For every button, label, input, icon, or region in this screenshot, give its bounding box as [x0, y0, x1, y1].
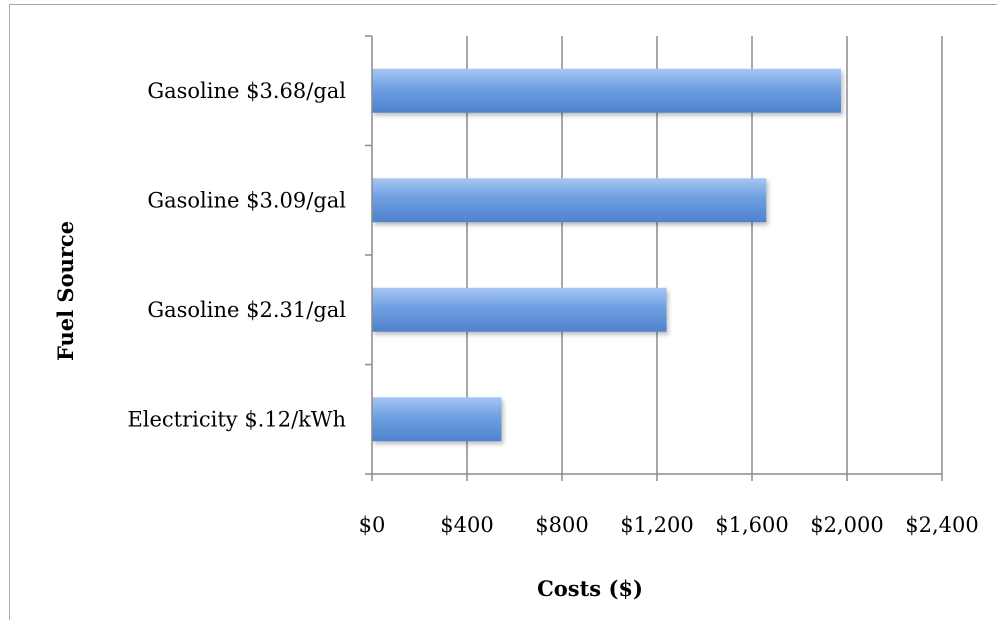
bar	[372, 68, 842, 113]
category-label: Gasoline $2.31/gal	[147, 298, 346, 322]
x-tick-label: $2,000	[810, 513, 883, 537]
x-tick-label: $800	[535, 513, 588, 537]
bar	[372, 397, 502, 442]
category-label: Gasoline $3.68/gal	[147, 79, 346, 103]
axes	[365, 35, 943, 481]
bar	[372, 178, 767, 223]
x-axis-title: Costs ($)	[537, 576, 643, 601]
labels: $0 $400 $800 $1,200 $1,600 $2,000 $2,400 Electr…	[127, 79, 978, 537]
x-tick-label: $1,600	[715, 513, 788, 537]
x-tick-label: $0	[359, 513, 386, 537]
bar	[372, 287, 667, 332]
x-tick-label: $2,400	[905, 513, 978, 537]
category-label: Electricity $.12/kWh	[127, 407, 346, 431]
category-label: Gasoline $3.09/gal	[147, 188, 346, 212]
bars	[372, 68, 842, 442]
y-axis-title: Fuel Source	[53, 221, 78, 361]
x-tick-label: $1,200	[620, 513, 693, 537]
x-tick-label: $400	[440, 513, 493, 537]
